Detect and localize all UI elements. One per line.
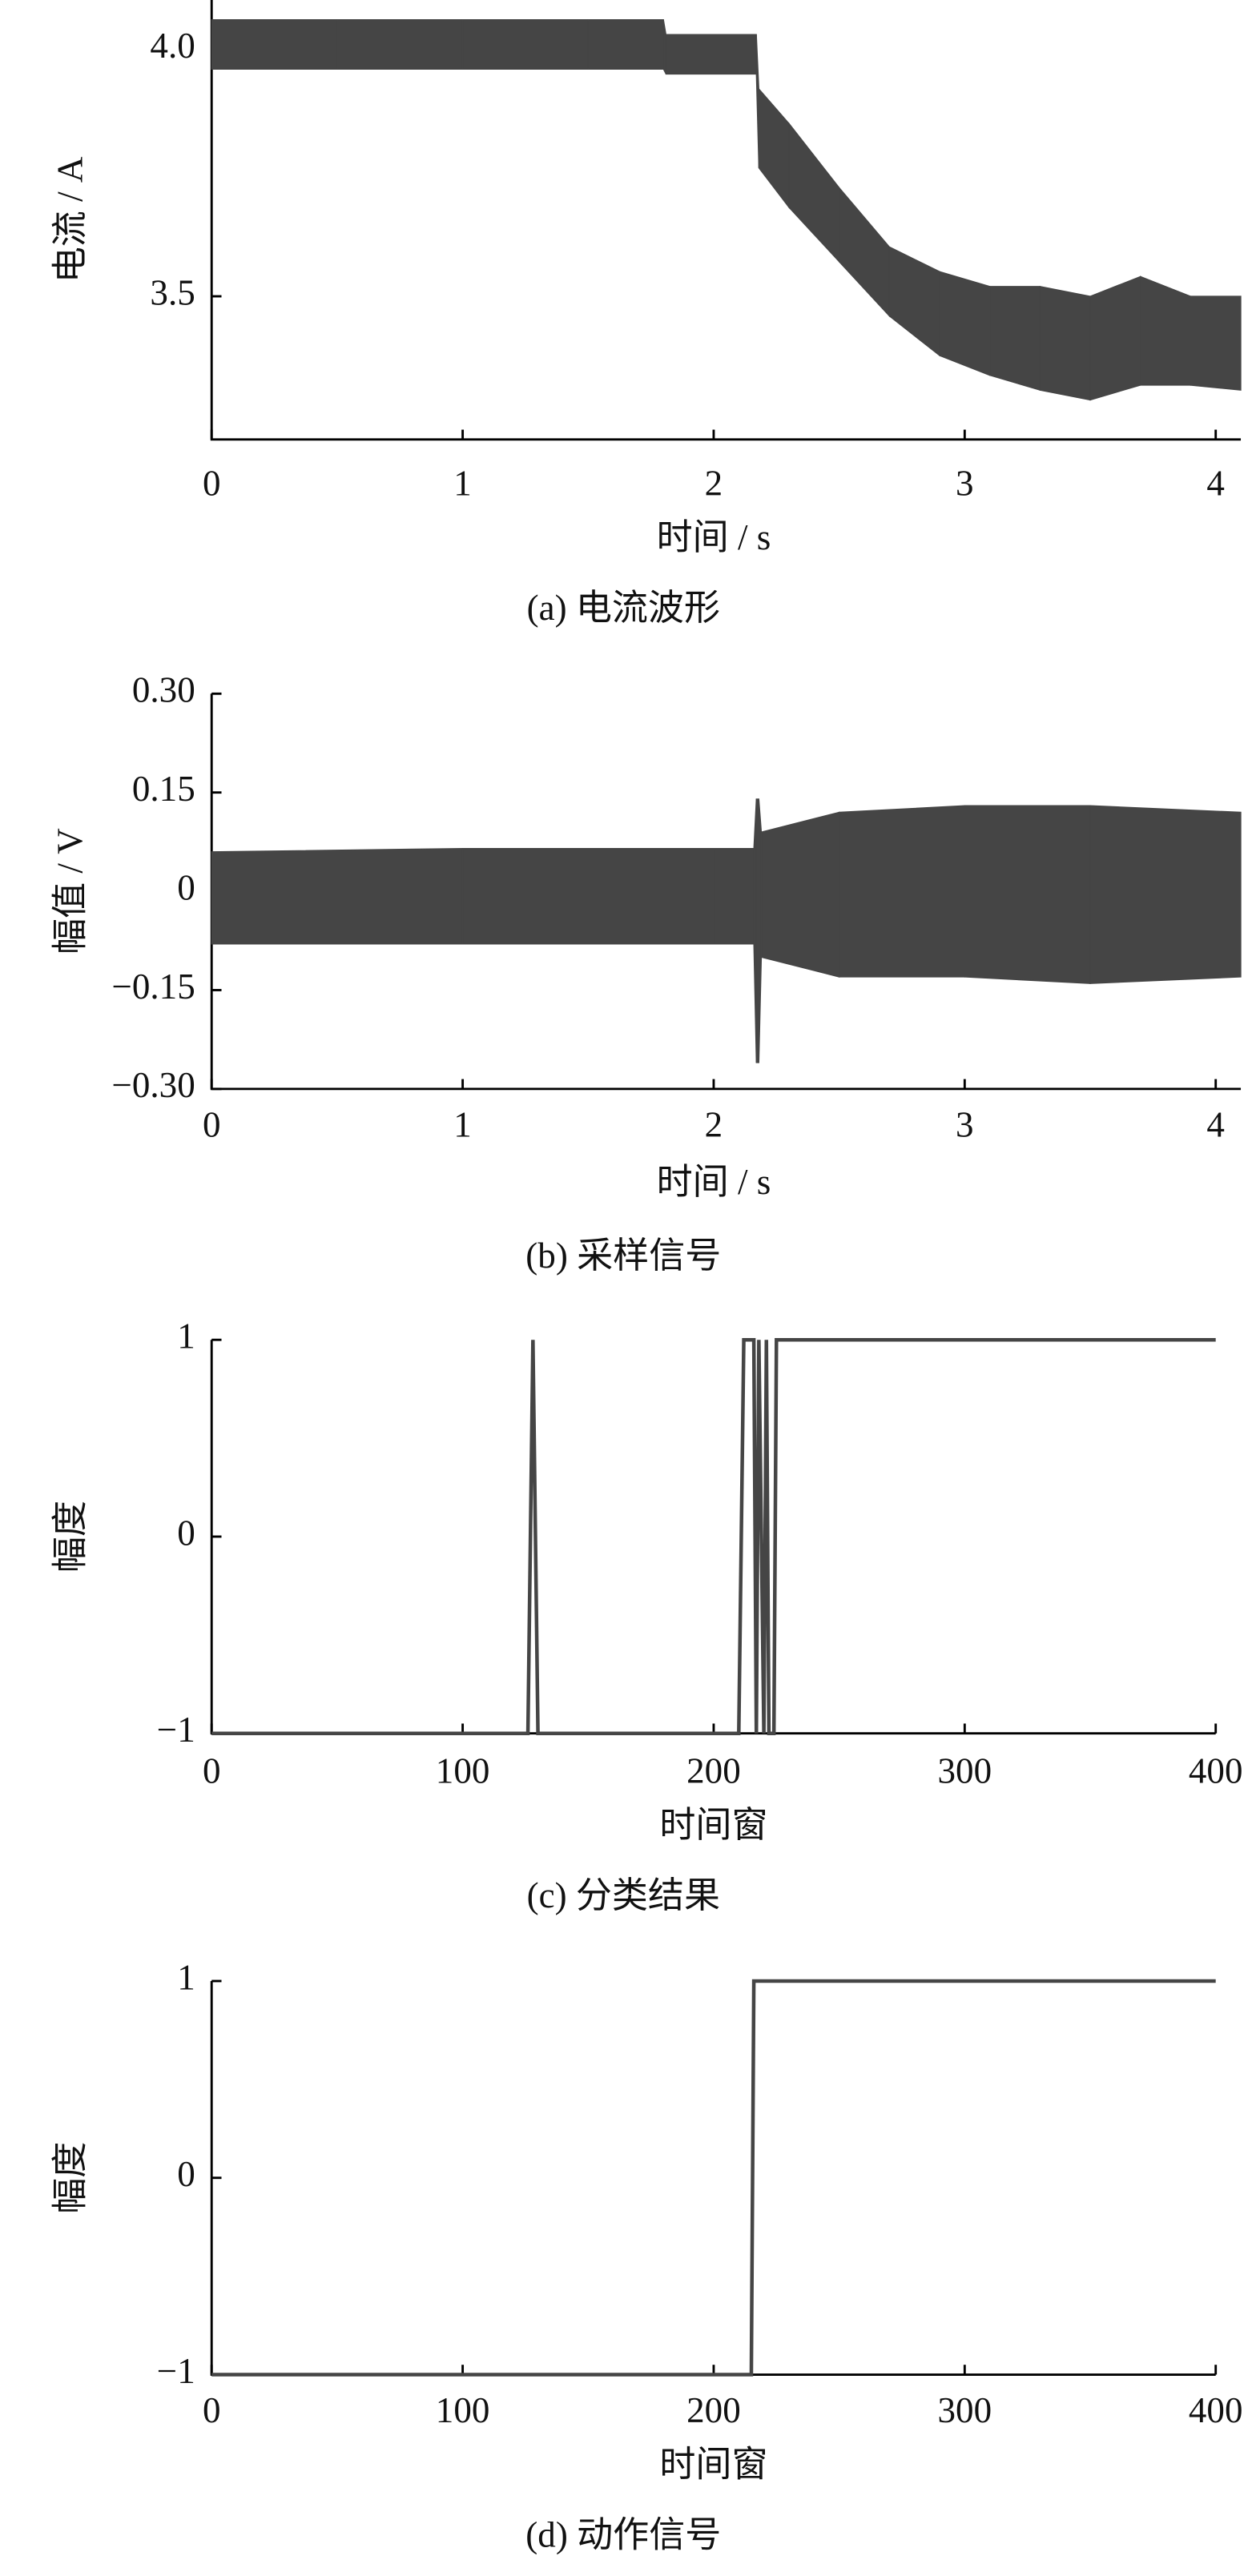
y-axis-label: 幅度	[50, 1501, 91, 1573]
noise-band	[336, 19, 464, 70]
y-tick-label: 1	[177, 1316, 195, 1356]
noise-band	[1089, 275, 1141, 401]
x-tick-label: 300	[938, 1750, 992, 1790]
y-axis-label: 电流 / A	[50, 156, 91, 283]
x-tick-label: 3	[956, 464, 974, 504]
x-axis-label: 时间窗	[659, 2445, 767, 2485]
x-tick-label: 3	[956, 1104, 974, 1144]
x-tick-label: 0	[203, 1750, 221, 1790]
noise-band	[1140, 275, 1191, 386]
x-tick-label: 400	[1189, 1750, 1243, 1790]
noise-band	[461, 19, 589, 70]
noise-band	[758, 87, 790, 209]
x-tick-label: 4	[1206, 464, 1225, 504]
caption: (a) 电流波形	[527, 588, 720, 628]
noise-band	[587, 19, 664, 70]
x-tick-label: 300	[938, 2390, 992, 2430]
x-tick-label: 0	[203, 464, 221, 504]
noise-band	[1190, 295, 1242, 391]
x-tick-label: 2	[705, 1104, 723, 1144]
y-axis-label: 幅值 / V	[50, 828, 91, 954]
x-axis-label: 时间 / s	[657, 517, 771, 557]
y-tick-label: −1	[157, 1710, 195, 1750]
noise-band	[939, 271, 991, 376]
noise-band	[989, 286, 1041, 392]
axis-line	[210, 1340, 1216, 1735]
noise-band	[713, 848, 755, 945]
x-tick-label: 0	[203, 1104, 221, 1144]
noise-band	[211, 847, 464, 945]
caption: (d) 动作信号	[525, 2515, 721, 2555]
noise-band	[1089, 805, 1242, 984]
y-tick-label: 0.15	[132, 769, 195, 809]
noise-band	[839, 805, 965, 978]
y-tick-label: −0.15	[111, 967, 195, 1007]
x-axis-label: 时间窗	[659, 1805, 767, 1845]
x-tick-label: 4	[1206, 1104, 1225, 1144]
x-tick-label: 0	[203, 2390, 221, 2430]
y-tick-label: 0	[177, 867, 195, 907]
x-tick-label: 200	[686, 1750, 741, 1790]
y-tick-label: 0	[177, 2154, 195, 2194]
y-axis-label: 幅度	[50, 2142, 91, 2214]
x-tick-label: 400	[1189, 2390, 1243, 2430]
caption: (b) 采样信号	[525, 1236, 721, 1276]
x-tick-label: 100	[436, 1750, 490, 1790]
noise-band	[888, 246, 940, 357]
x-tick-label: 100	[436, 2390, 490, 2430]
noise-band	[964, 805, 1091, 984]
x-tick-label: 200	[686, 2390, 741, 2430]
noise-band	[788, 122, 840, 263]
y-tick-label: 1	[177, 1957, 195, 1997]
noise-band	[461, 848, 715, 945]
y-tick-label: 0.30	[132, 670, 195, 710]
y-tick-label: 3.5	[150, 272, 195, 312]
noise-band	[1039, 285, 1091, 401]
noise-band	[760, 811, 840, 978]
signal-line	[211, 1979, 1216, 2377]
caption: (c) 分类结果	[527, 1875, 720, 1915]
y-tick-label: −1	[157, 2351, 195, 2391]
x-axis-label: 时间 / s	[657, 1162, 771, 1202]
y-tick-label: 0	[177, 1513, 195, 1553]
x-tick-label: 1	[453, 1104, 472, 1144]
x-tick-label: 1	[453, 464, 472, 504]
y-tick-label: −0.30	[111, 1065, 195, 1105]
x-tick-label: 2	[705, 464, 723, 504]
noise-band	[665, 34, 757, 75]
noise-band	[839, 186, 890, 318]
axis-line	[210, 1980, 1216, 2376]
noise-band	[211, 19, 338, 70]
signal-line	[211, 1337, 1216, 1735]
y-tick-label: 4.0	[150, 26, 195, 66]
